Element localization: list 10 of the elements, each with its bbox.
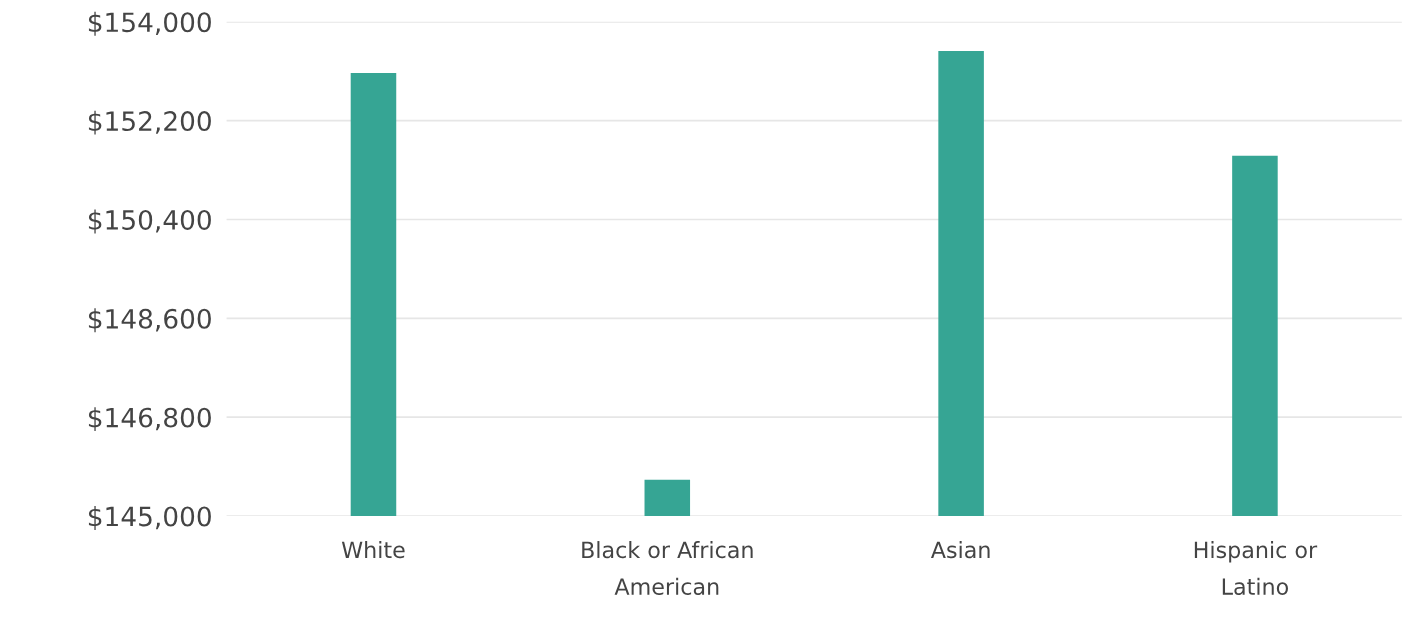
x-tick-label: Hispanic or Latino — [1194, 541, 1318, 595]
x-tick-label: Asian — [930, 541, 990, 559]
x-tick-label: Black or African American — [582, 541, 753, 595]
x-tick-label: White — [341, 541, 405, 559]
y-tick-label: $146,800 — [88, 407, 211, 432]
y-tick-label: $148,600 — [88, 308, 211, 333]
y-tick-label: $150,400 — [88, 209, 211, 234]
y-tick-label: $154,000 — [88, 11, 211, 36]
y-tick-label: $145,000 — [88, 506, 211, 530]
y-tick-label: $152,200 — [88, 110, 211, 135]
